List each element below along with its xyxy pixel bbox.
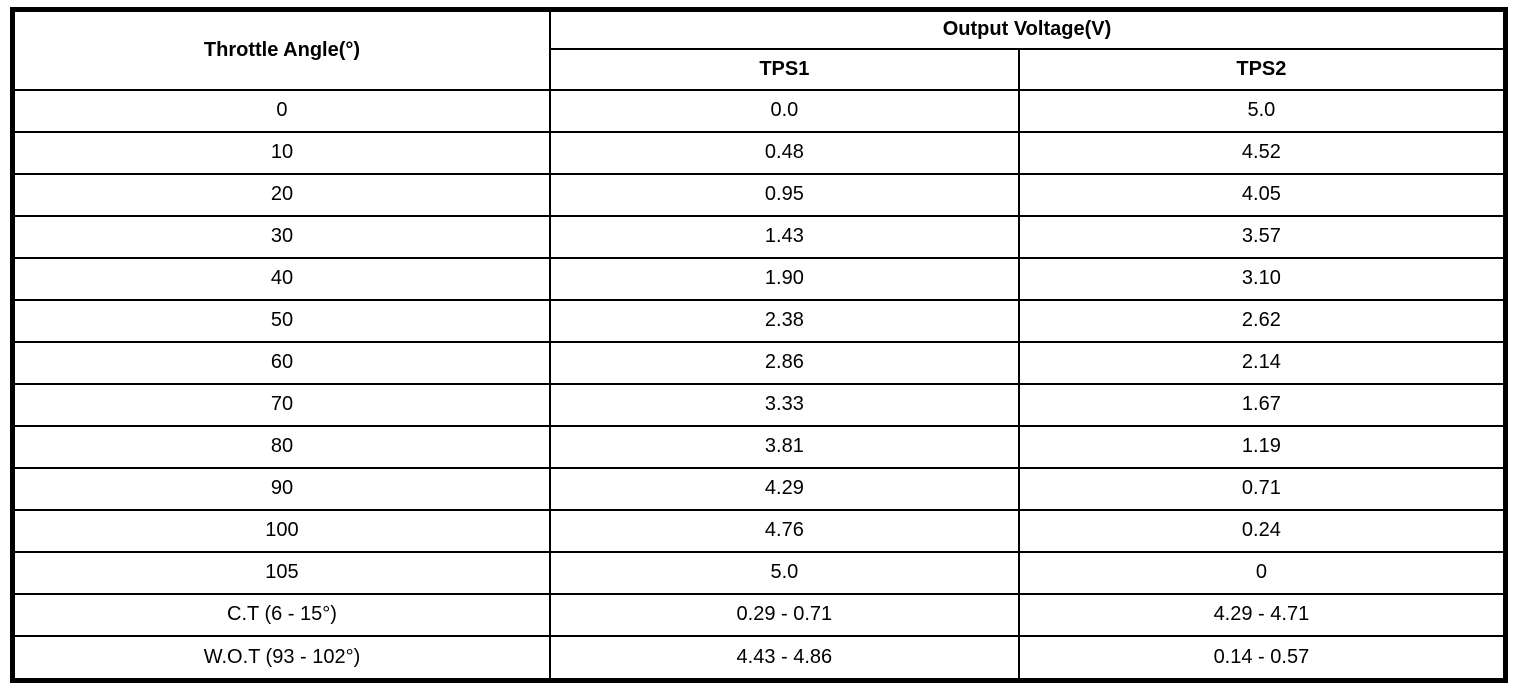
tps2-value-cell: 0.71	[1017, 466, 1507, 511]
throttle-angle-cell: W.O.T (93 - 102°)	[11, 634, 551, 682]
table-row: 20 0.95 4.05	[11, 172, 1507, 217]
throttle-angle-cell: 60	[11, 340, 551, 385]
tps1-value-cell: 4.43 - 4.86	[548, 634, 1020, 682]
tps2-column-header: TPS2	[1017, 47, 1507, 91]
table-row: 90 4.29 0.71	[11, 466, 1507, 511]
tps2-value-cell: 4.52	[1017, 130, 1507, 175]
tps2-value-cell: 3.10	[1017, 256, 1507, 301]
throttle-angle-cell: 50	[11, 298, 551, 343]
throttle-angle-cell: 0	[11, 88, 551, 133]
table-row: 105 5.0 0	[11, 550, 1507, 595]
tps1-value-cell: 4.29	[548, 466, 1020, 511]
tps1-value-cell: 1.90	[548, 256, 1020, 301]
tps1-column-header: TPS1	[548, 47, 1020, 91]
throttle-angle-cell: 20	[11, 172, 551, 217]
table-row: 70 3.33 1.67	[11, 382, 1507, 427]
tps-output-voltage-table: Throttle Angle(°) Output Voltage(V) TPS1…	[10, 7, 1508, 683]
throttle-angle-cell: 105	[11, 550, 551, 595]
tps1-value-cell: 3.33	[548, 382, 1020, 427]
table-row: W.O.T (93 - 102°) 4.43 - 4.86 0.14 - 0.5…	[11, 634, 1507, 682]
table-row: 10 0.48 4.52	[11, 130, 1507, 175]
tps1-value-cell: 2.38	[548, 298, 1020, 343]
tps1-value-cell: 4.76	[548, 508, 1020, 553]
tps1-value-cell: 0.29 - 0.71	[548, 592, 1020, 637]
table-row: 100 4.76 0.24	[11, 508, 1507, 553]
tps2-value-cell: 5.0	[1017, 88, 1507, 133]
output-voltage-header: Output Voltage(V)	[548, 8, 1507, 50]
tps1-value-cell: 2.86	[548, 340, 1020, 385]
tps1-value-cell: 0.48	[548, 130, 1020, 175]
tps1-value-cell: 0.95	[548, 172, 1020, 217]
table-row: 80 3.81 1.19	[11, 424, 1507, 469]
throttle-angle-cell: C.T (6 - 15°)	[11, 592, 551, 637]
tps1-value-cell: 0.0	[548, 88, 1020, 133]
table-row: 0 0.0 5.0	[11, 88, 1507, 133]
tps2-value-cell: 2.62	[1017, 298, 1507, 343]
tps2-value-cell: 2.14	[1017, 340, 1507, 385]
table-row: 30 1.43 3.57	[11, 214, 1507, 259]
tps2-value-cell: 0.24	[1017, 508, 1507, 553]
throttle-angle-cell: 40	[11, 256, 551, 301]
table-row: 40 1.90 3.10	[11, 256, 1507, 301]
throttle-angle-cell: 80	[11, 424, 551, 469]
throttle-angle-cell: 90	[11, 466, 551, 511]
table-row: 60 2.86 2.14	[11, 340, 1507, 385]
tps1-value-cell: 1.43	[548, 214, 1020, 259]
tps2-value-cell: 0	[1017, 550, 1507, 595]
throttle-angle-cell: 70	[11, 382, 551, 427]
table-row: C.T (6 - 15°) 0.29 - 0.71 4.29 - 4.71	[11, 592, 1507, 637]
throttle-angle-cell: 30	[11, 214, 551, 259]
tps2-value-cell: 4.05	[1017, 172, 1507, 217]
table-row: 50 2.38 2.62	[11, 298, 1507, 343]
table-header-row-group: Throttle Angle(°) Output Voltage(V)	[11, 8, 1507, 91]
tps2-value-cell: 4.29 - 4.71	[1017, 592, 1507, 637]
tps2-value-cell: 3.57	[1017, 214, 1507, 259]
throttle-angle-header: Throttle Angle(°)	[11, 8, 551, 91]
throttle-angle-cell: 100	[11, 508, 551, 553]
tps2-value-cell: 0.14 - 0.57	[1017, 634, 1507, 682]
tps2-value-cell: 1.67	[1017, 382, 1507, 427]
tps1-value-cell: 3.81	[548, 424, 1020, 469]
table-header-row-sub: TPS1 TPS2	[13, 47, 1507, 91]
throttle-angle-cell: 10	[11, 130, 551, 175]
tps1-value-cell: 5.0	[548, 550, 1020, 595]
tps2-value-cell: 1.19	[1017, 424, 1507, 469]
